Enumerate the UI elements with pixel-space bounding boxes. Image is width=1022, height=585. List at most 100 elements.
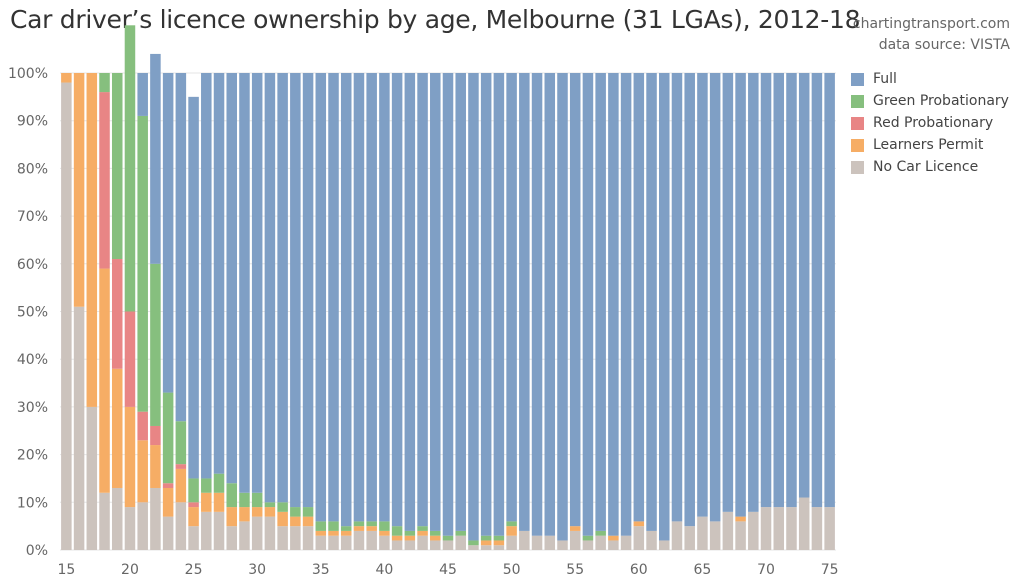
bar-segment-full — [404, 73, 416, 531]
bar-segment-full — [773, 73, 785, 508]
bar-segment-full — [786, 73, 797, 508]
bar-segment-full — [748, 73, 759, 512]
bar-segment-full — [480, 73, 492, 536]
bar-segment-full — [417, 73, 428, 527]
credit-source: data source: VISTA — [878, 37, 1010, 53]
bar-segment-full — [671, 73, 683, 522]
legend-label: Learners Permit — [873, 137, 984, 153]
bar-segment-green-probationary — [251, 492, 263, 508]
bar-segment-learners-permit — [251, 507, 263, 517]
bar-segment-no-car-licence — [493, 545, 505, 550]
bar-segment-learners-permit — [353, 526, 365, 531]
bar-segment-learners-permit — [175, 468, 187, 503]
legend-swatch — [851, 138, 864, 152]
bar-segment-full — [302, 73, 314, 508]
bar-segment-green-probationary — [188, 478, 199, 503]
bar-segment-green-probationary — [493, 535, 505, 541]
bar-stack-age-75 — [824, 73, 835, 550]
x-tick-label: 55 — [566, 562, 584, 578]
legend-item: Red Probationary — [851, 112, 1009, 134]
bar-segment-learners-permit — [73, 73, 85, 307]
bar-segment-green-probationary — [175, 421, 187, 465]
bar-segment-green-probationary — [366, 521, 377, 527]
bar-segment-full — [506, 73, 517, 522]
y-tick-label: 10% — [17, 495, 48, 511]
bar-segment-learners-permit — [417, 530, 428, 536]
bar-segment-full — [531, 73, 543, 536]
bar-segment-green-probationary — [442, 535, 454, 541]
bar-stack-age-43 — [417, 73, 428, 550]
bar-segment-no-car-licence — [646, 530, 657, 550]
bar-segment-no-car-licence — [328, 535, 339, 550]
bar-segment-no-car-licence — [379, 535, 390, 550]
bar-segment-full — [239, 73, 250, 493]
bar-segment-learners-permit — [277, 511, 288, 527]
bar-segment-no-car-licence — [709, 521, 721, 550]
bar-stack-age-42 — [404, 73, 416, 550]
legend-swatch — [851, 94, 864, 108]
x-tick-label: 50 — [503, 562, 521, 578]
x-tick-label: 30 — [248, 562, 266, 578]
bar-segment-full — [646, 73, 657, 531]
bar-segment-learners-permit — [201, 492, 212, 512]
x-tick-label: 25 — [185, 562, 203, 578]
x-tick-label: 35 — [312, 562, 330, 578]
bar-segment-no-car-licence — [61, 82, 72, 550]
x-tick-label: 65 — [694, 562, 712, 578]
bar-segment-full — [493, 73, 505, 536]
bar-segment-full — [188, 96, 199, 479]
bar-segment-green-probationary — [264, 502, 276, 508]
bar-segment-green-probationary — [111, 73, 123, 260]
bar-segment-full — [798, 73, 810, 498]
bar-segment-learners-permit — [404, 535, 416, 541]
bar-segment-learners-permit — [86, 73, 98, 407]
bars — [61, 25, 835, 550]
bar-segment-full — [735, 73, 746, 517]
bar-stack-age-26 — [201, 73, 212, 550]
bar-segment-full — [175, 73, 187, 422]
bar-stack-age-50 — [506, 73, 517, 550]
legend-label: Green Probationary — [873, 93, 1009, 109]
bar-segment-learners-permit — [61, 73, 72, 83]
bar-segment-full — [811, 73, 823, 508]
bar-segment-no-car-licence — [544, 535, 556, 550]
bar-segment-green-probationary — [506, 521, 517, 527]
credit-site: chartingtransport.com — [852, 16, 1010, 32]
y-tick-label: 80% — [17, 161, 48, 177]
bar-stack-age-71 — [773, 73, 785, 550]
bar-segment-no-car-licence — [366, 530, 377, 550]
bar-segment-full — [201, 73, 212, 479]
x-tick-label: 20 — [121, 562, 139, 578]
bar-stack-age-30 — [251, 73, 263, 550]
bar-segment-no-car-licence — [506, 535, 517, 550]
bar-stack-age-53 — [544, 73, 556, 550]
bar-segment-no-car-licence — [557, 540, 568, 550]
bar-segment-learners-permit — [315, 530, 327, 536]
bar-segment-full — [722, 73, 734, 512]
bar-stack-age-31 — [264, 73, 276, 550]
y-tick-label: 30% — [17, 400, 48, 416]
y-tick-label: 40% — [17, 352, 48, 368]
bar-segment-no-car-licence — [175, 502, 187, 550]
bar-segment-full — [379, 73, 390, 522]
bar-segment-green-probationary — [582, 535, 594, 541]
bar-stack-age-63 — [671, 73, 683, 550]
bar-stack-age-69 — [748, 73, 759, 550]
x-tick-label: 40 — [375, 562, 393, 578]
bar-stack-age-22 — [150, 53, 161, 550]
y-tick-label: 60% — [17, 257, 48, 273]
bar-segment-red-probationary — [124, 311, 136, 407]
credit: chartingtransport.com data source: VISTA — [853, 14, 1010, 56]
bar-segment-no-car-licence — [697, 516, 708, 550]
bar-segment-no-car-licence — [595, 535, 606, 550]
bar-segment-no-car-licence — [608, 540, 619, 550]
bar-stack-age-70 — [760, 73, 772, 550]
bar-stack-age-56 — [582, 73, 594, 550]
bar-segment-full — [557, 73, 568, 541]
bar-segment-full — [150, 53, 161, 264]
bar-segment-learners-permit — [99, 268, 110, 493]
bar-segment-green-probationary — [328, 521, 339, 531]
bar-segment-learners-permit — [379, 530, 390, 536]
bar-segment-full — [391, 73, 403, 527]
bar-segment-green-probationary — [315, 521, 327, 531]
